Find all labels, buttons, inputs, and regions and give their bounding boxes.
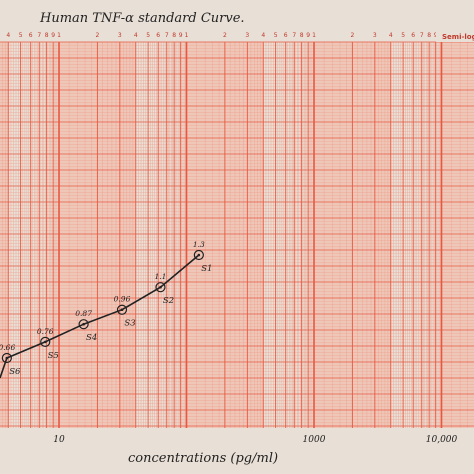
grid-band — [441, 42, 474, 428]
point-standard-label: S6 — [9, 367, 21, 377]
data-point-3 — [78, 319, 89, 330]
top-cycle-digit: 6 — [29, 32, 33, 39]
top-cycle-digit: 9 — [51, 32, 55, 39]
point-value-label: 0.96 — [114, 295, 131, 304]
top-cycle-digit: 3 — [118, 32, 122, 39]
data-point-center — [159, 285, 162, 289]
top-cycle-digit: 6 — [156, 32, 160, 39]
major-gridlines — [0, 41, 474, 428]
x-tick-label: 10 — [53, 435, 65, 445]
x-tick-label: 10,000 — [426, 435, 458, 445]
top-cycle-digit: 1 — [312, 32, 316, 39]
point-value-label: 1.1 — [155, 272, 167, 281]
top-cycle-digit: 8 — [172, 32, 176, 39]
grid-band — [0, 42, 9, 428]
top-cycle-digit: 6 — [284, 32, 288, 39]
top-cycle-digit: 1 — [57, 32, 61, 39]
x-tick-labels: 10 1000 10,000 — [53, 435, 457, 445]
point-value-label: 0.76 — [37, 327, 54, 336]
top-cycle-digit: 5 — [19, 32, 23, 39]
data-point-center — [82, 322, 85, 326]
top-cycle-digit: 4 — [134, 32, 138, 39]
point-value-label: 1.3 — [193, 240, 205, 249]
top-cycle-digit: 4 — [6, 32, 10, 39]
top-cycle-digit: 2 — [95, 32, 99, 39]
top-cycle-digit: 4 — [261, 32, 265, 39]
top-cycle-digit: 8 — [45, 32, 49, 39]
top-cycle-digit: 8 — [300, 32, 304, 39]
data-point-center — [5, 356, 9, 360]
paper-type-label: Semi-log — [442, 33, 474, 41]
point-standard-label: S5 — [48, 351, 59, 361]
top-cycle-digit: 3 — [245, 32, 249, 39]
top-cycle-digit: 7 — [420, 32, 424, 39]
x-axis-label: concentrations (pg/ml) — [128, 451, 278, 466]
point-standard-label: S2 — [163, 296, 174, 306]
top-cycle-digit: 6 — [411, 32, 415, 39]
data-point-5 — [155, 282, 166, 293]
top-cycle-digit: 8 — [427, 32, 431, 39]
data-point-4 — [116, 304, 128, 315]
point-standard-label: S1 — [201, 264, 212, 274]
x-tick-label: 1000 — [303, 435, 326, 445]
data-point-center — [43, 340, 47, 344]
top-cycle-digit: 9 — [306, 32, 310, 39]
data-point-6 — [193, 249, 204, 261]
top-cycle-digit: 7 — [165, 32, 169, 39]
point-value-label: 0.66 — [0, 343, 15, 352]
data-point-center — [120, 308, 124, 312]
top-cycle-digit: 4 — [389, 32, 393, 39]
top-cycle-digit: 1 — [185, 32, 189, 39]
top-cycle-digit: 5 — [146, 32, 150, 39]
top-cycle-digit: 9 — [434, 32, 438, 39]
top-cycle-digit: 2 — [350, 32, 354, 39]
top-cycle-digit: 5 — [401, 32, 405, 39]
top-cycle-digit: 2 — [223, 32, 227, 39]
top-cycle-digit: 5 — [274, 32, 278, 39]
top-cycle-digit: 3 — [373, 32, 377, 39]
chart-title: Human TNF-α standard Curve. — [39, 11, 245, 26]
point-standard-label: S4 — [86, 333, 97, 343]
data-point-2 — [40, 336, 51, 348]
data-point-1 — [1, 352, 12, 364]
point-value-label: 0.87 — [75, 309, 92, 318]
top-cycle-digit: 7 — [292, 32, 296, 39]
top-cycle-digit: 7 — [37, 32, 41, 39]
top-cycle-digit: 9 — [179, 32, 183, 39]
point-standard-label: S3 — [124, 319, 135, 329]
data-point-center — [197, 253, 201, 257]
data-points: 0.66 S6 0.76 S5 0.87 S4 0.96 S3 1.1 S2 1.3 S1 — [0, 240, 212, 377]
